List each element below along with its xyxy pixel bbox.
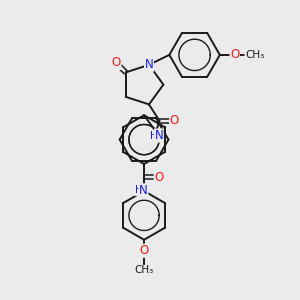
Text: O: O (169, 114, 179, 127)
Text: N: N (139, 184, 148, 197)
Text: H: H (135, 185, 142, 195)
Text: N: N (154, 129, 163, 142)
Text: H: H (150, 130, 157, 141)
Text: O: O (112, 56, 121, 69)
Text: O: O (140, 244, 149, 257)
Text: O: O (230, 48, 239, 62)
Text: O: O (154, 171, 164, 184)
Text: CH₃: CH₃ (134, 266, 154, 275)
Text: N: N (145, 58, 153, 71)
Text: CH₃: CH₃ (245, 50, 264, 60)
